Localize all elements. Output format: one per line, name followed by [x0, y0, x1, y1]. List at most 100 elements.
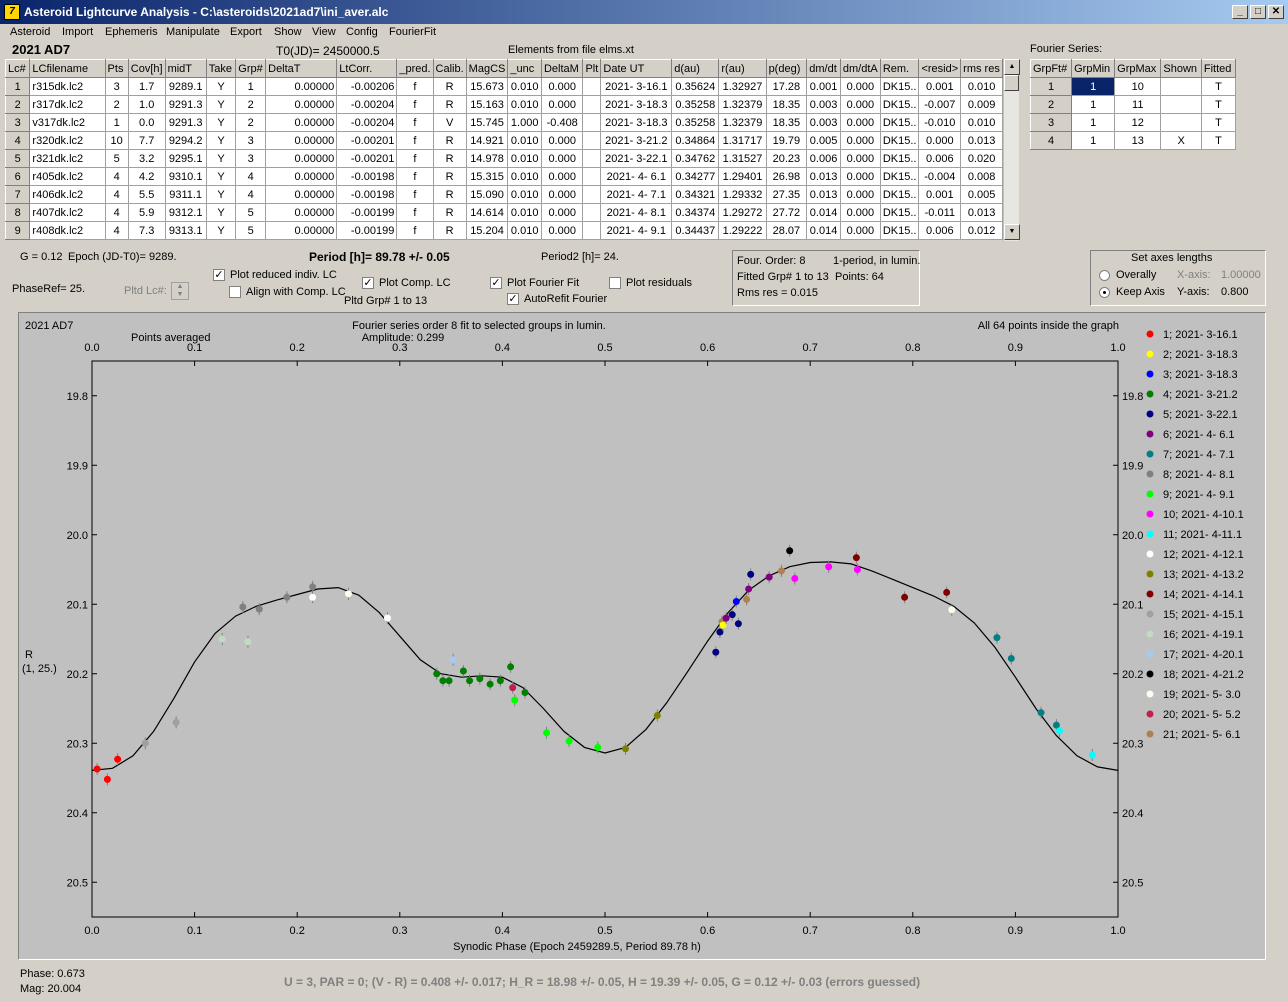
fourier-groups-table[interactable]: GrpFt# GrpMin GrpMax Shown Fitted 1 1 10 T 2 1 11 T…: [1029, 59, 1237, 150]
table-cell[interactable]: 0.000: [839, 221, 881, 240]
table-cell[interactable]: Y: [205, 149, 237, 168]
table-cell[interactable]: 1: [1071, 113, 1116, 132]
table-cell[interactable]: DK15..: [879, 221, 920, 240]
table-cell[interactable]: 9295.1: [164, 149, 207, 168]
table-cell[interactable]: 0.010: [507, 131, 542, 150]
menu-import[interactable]: Import: [62, 26, 94, 38]
col-header[interactable]: Fitted: [1200, 59, 1237, 78]
pltd-lc-spinner[interactable]: ▲ ▼: [171, 282, 189, 300]
table-cell[interactable]: 0.013: [806, 185, 841, 204]
table-cell[interactable]: 1.31527: [718, 149, 767, 168]
table-cell[interactable]: 0.00000: [265, 203, 338, 222]
table-cell[interactable]: 1: [1071, 77, 1116, 96]
col-header[interactable]: LtCorr.: [336, 59, 398, 78]
table-row[interactable]: 7 r406dk.lc2 4 5.5 9311.1 Y 4 0.00000 -0.00198 f R…: [4, 185, 1003, 204]
table-cell[interactable]: r315dk.lc2: [29, 77, 106, 96]
table-cell[interactable]: 1: [235, 77, 267, 96]
table-cell[interactable]: -0.00199: [336, 221, 398, 240]
overall-radio[interactable]: Overally: [1099, 269, 1156, 281]
table-cell[interactable]: 17.28: [765, 77, 808, 96]
table-cell[interactable]: DK15..: [879, 77, 920, 96]
col-header[interactable]: Grp#: [235, 59, 267, 78]
table-cell[interactable]: 1.29222: [718, 221, 767, 240]
table-cell[interactable]: 20.23: [765, 149, 808, 168]
table-cell[interactable]: 2021- 4- 9.1: [600, 221, 673, 240]
table-cell[interactable]: Y: [205, 131, 237, 150]
table-cell[interactable]: 0.000: [540, 149, 584, 168]
table-cell[interactable]: 2: [235, 95, 267, 114]
table-cell[interactable]: f: [396, 95, 434, 114]
table-cell[interactable]: 0.35258: [671, 113, 720, 132]
table-cell[interactable]: f: [396, 167, 434, 186]
col-header[interactable]: DeltaT: [265, 59, 338, 78]
col-header[interactable]: dm/dtA: [839, 59, 881, 78]
table-cell[interactable]: 0.00000: [265, 221, 338, 240]
table-cell[interactable]: -0.408: [540, 113, 584, 132]
table-cell[interactable]: 7.7: [127, 131, 166, 150]
col-header[interactable]: dm/dt: [806, 59, 841, 78]
table-cell[interactable]: 4: [4, 131, 31, 150]
table-cell[interactable]: 1: [1071, 131, 1116, 150]
table-cell[interactable]: 1.29401: [718, 167, 767, 186]
table-cell[interactable]: 0.006: [918, 221, 962, 240]
table-cell[interactable]: R: [432, 131, 467, 150]
table-cell[interactable]: 4: [104, 185, 129, 204]
table-cell[interactable]: -0.00198: [336, 167, 398, 186]
table-cell[interactable]: 18.35: [765, 113, 808, 132]
table-row[interactable]: 1 1 10 T: [1029, 77, 1237, 96]
col-header[interactable]: Date UT: [600, 59, 673, 78]
table-cell[interactable]: 3: [235, 149, 267, 168]
table-cell[interactable]: 4: [104, 167, 129, 186]
table-cell[interactable]: 15.090: [465, 185, 509, 204]
table-cell[interactable]: Y: [205, 77, 237, 96]
table-cell[interactable]: DK15..: [879, 95, 920, 114]
table-cell[interactable]: X: [1160, 131, 1202, 150]
menu-view[interactable]: View: [312, 26, 336, 38]
menu-show[interactable]: Show: [274, 26, 302, 38]
table-cell[interactable]: -0.007: [918, 95, 962, 114]
table-cell[interactable]: [582, 221, 602, 240]
table-cell[interactable]: 15.745: [465, 113, 509, 132]
table-cell[interactable]: R: [432, 77, 467, 96]
table-row[interactable]: 5 r321dk.lc2 5 3.2 9295.1 Y 3 0.00000 -0.00201 f R…: [4, 149, 1003, 168]
table-cell[interactable]: Y: [205, 185, 237, 204]
table-cell[interactable]: 1.29272: [718, 203, 767, 222]
table-cell[interactable]: R: [432, 167, 467, 186]
col-header[interactable]: <resid>: [918, 59, 962, 78]
table-cell[interactable]: 3: [4, 113, 31, 132]
table-cell[interactable]: -0.00199: [336, 203, 398, 222]
table-cell[interactable]: f: [396, 77, 434, 96]
table-cell[interactable]: 0.020: [960, 149, 1003, 168]
table-cell[interactable]: 0.009: [960, 95, 1003, 114]
table-cell[interactable]: 1: [1071, 95, 1116, 114]
col-header[interactable]: Cov[h]: [127, 59, 166, 78]
table-cell[interactable]: 1.29332: [718, 185, 767, 204]
table-row[interactable]: 6 r405dk.lc2 4 4.2 9310.1 Y 4 0.00000 -0.00198 f R…: [4, 167, 1003, 186]
table-cell[interactable]: 0.003: [806, 113, 841, 132]
table-cell[interactable]: f: [396, 149, 434, 168]
table-cell[interactable]: -0.010: [918, 113, 962, 132]
table-cell[interactable]: v317dk.lc2: [29, 113, 106, 132]
table-cell[interactable]: 0.000: [839, 131, 881, 150]
table-cell[interactable]: f: [396, 131, 434, 150]
table-cell[interactable]: 1.32927: [718, 77, 767, 96]
col-header[interactable]: p(deg): [765, 59, 808, 78]
table-cell[interactable]: f: [396, 221, 434, 240]
table-cell[interactable]: -0.00201: [336, 149, 398, 168]
table-cell[interactable]: 1.32379: [718, 95, 767, 114]
table-cell[interactable]: -0.00206: [336, 77, 398, 96]
table-cell[interactable]: 0.000: [540, 95, 584, 114]
table-cell[interactable]: 1.31717: [718, 131, 767, 150]
menu-config[interactable]: Config: [346, 26, 378, 38]
table-cell[interactable]: 0.010: [507, 203, 542, 222]
lightcurve-table[interactable]: Lc# LCfilename Pts Cov[h] midT Take Grp# DeltaT…: [4, 59, 1003, 240]
table-cell[interactable]: 0.00000: [265, 77, 338, 96]
table-cell[interactable]: 0.34374: [671, 203, 720, 222]
col-header[interactable]: Lc#: [4, 59, 31, 78]
col-header[interactable]: midT: [164, 59, 207, 78]
table-cell[interactable]: 0.000: [839, 149, 881, 168]
table-cell[interactable]: DK15..: [879, 113, 920, 132]
table-cell[interactable]: 15.204: [465, 221, 509, 240]
table-row[interactable]: 4 1 13 X T: [1029, 131, 1237, 150]
table-cell[interactable]: 2: [235, 113, 267, 132]
